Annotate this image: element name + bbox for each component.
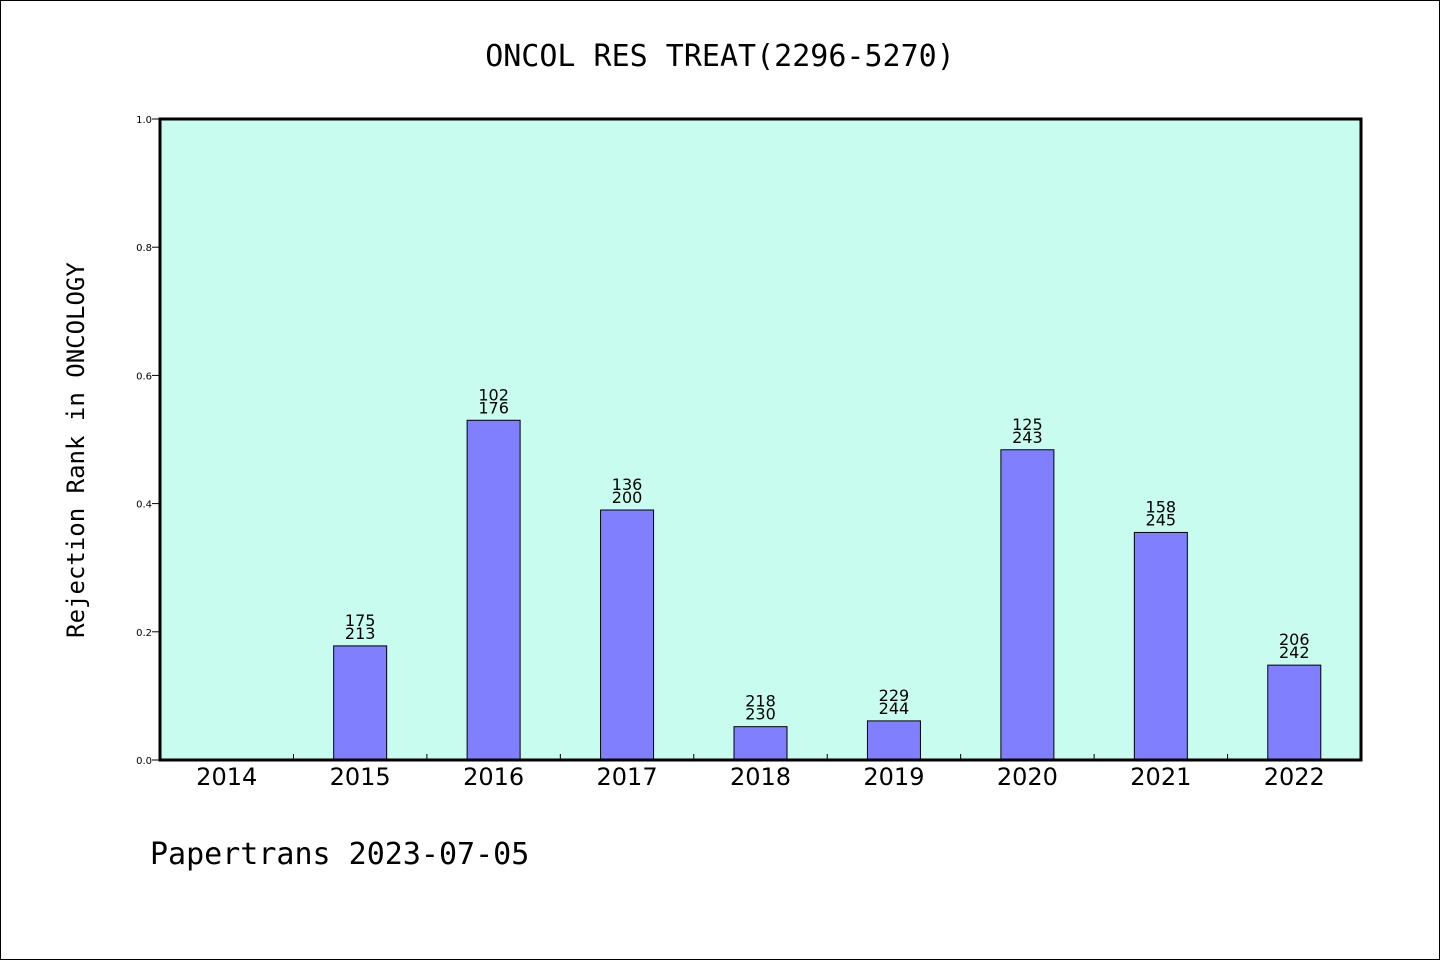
x-tick-label: 2022 [1264, 763, 1325, 791]
x-tick-label: 2018 [730, 763, 791, 791]
bar-data-label: 200 [612, 488, 643, 507]
footer-text: Papertrans 2023-07-05 [150, 837, 529, 872]
y-tick-label: 1.0 [136, 115, 152, 126]
bar-data-label: 136 [612, 475, 643, 494]
y-tick-label: 0.6 [136, 371, 152, 382]
bar-data-label: 176 [478, 398, 509, 417]
bar-2021 [1133, 531, 1188, 761]
x-tick-label: 2017 [597, 763, 658, 791]
bar-2019 [866, 720, 921, 761]
bar-2018 [733, 726, 788, 761]
bar-data-label: 218 [745, 692, 776, 711]
x-tick-label: 2016 [463, 763, 524, 791]
x-tick-label: 2014 [196, 763, 257, 791]
bar-2022 [1267, 664, 1322, 761]
bar-data-label: 125 [1012, 415, 1043, 434]
bar-data-label: 175 [345, 611, 376, 630]
bar-2020 [1000, 449, 1055, 761]
bar-data-label: 213 [345, 624, 376, 643]
y-ticks: 0.0 0.2 0.4 0.6 0.8 1.0 [136, 115, 160, 767]
bar-data-label: 244 [879, 699, 910, 718]
bar-data-label: 158 [1146, 497, 1177, 516]
x-ticks: 2014 2015 2016 2017 2018 2019 2020 2021 2022 [196, 754, 1325, 791]
x-tick-label: 2015 [330, 763, 391, 791]
bar-2015 [333, 645, 388, 761]
bar-data-label: 229 [879, 686, 910, 705]
x-tick-label: 2019 [863, 763, 924, 791]
bar-2016 [466, 419, 521, 761]
bars: 1752131021761362002182302292441252431582… [333, 385, 1322, 761]
bar-data-label: 206 [1279, 630, 1310, 649]
x-tick-label: 2020 [997, 763, 1058, 791]
bar-data-label: 230 [745, 705, 776, 724]
y-tick-label: 0.4 [136, 500, 152, 511]
bar-data-label: 243 [1012, 428, 1043, 447]
y-axis-label: Rejection Rank in ONCOLOGY [62, 262, 90, 638]
bar-data-label: 245 [1146, 510, 1177, 529]
y-tick-label: 0.8 [136, 243, 152, 254]
bar-data-label: 102 [478, 385, 509, 404]
bar-data-label: 242 [1279, 643, 1310, 662]
y-tick-label: 0.0 [136, 756, 152, 767]
bar-2017 [600, 509, 655, 761]
chart-title: ONCOL RES TREAT(2296-5270) [485, 39, 955, 74]
x-tick-label: 2021 [1130, 763, 1191, 791]
plot-border [158, 117, 1363, 762]
y-tick-label: 0.2 [136, 628, 152, 639]
